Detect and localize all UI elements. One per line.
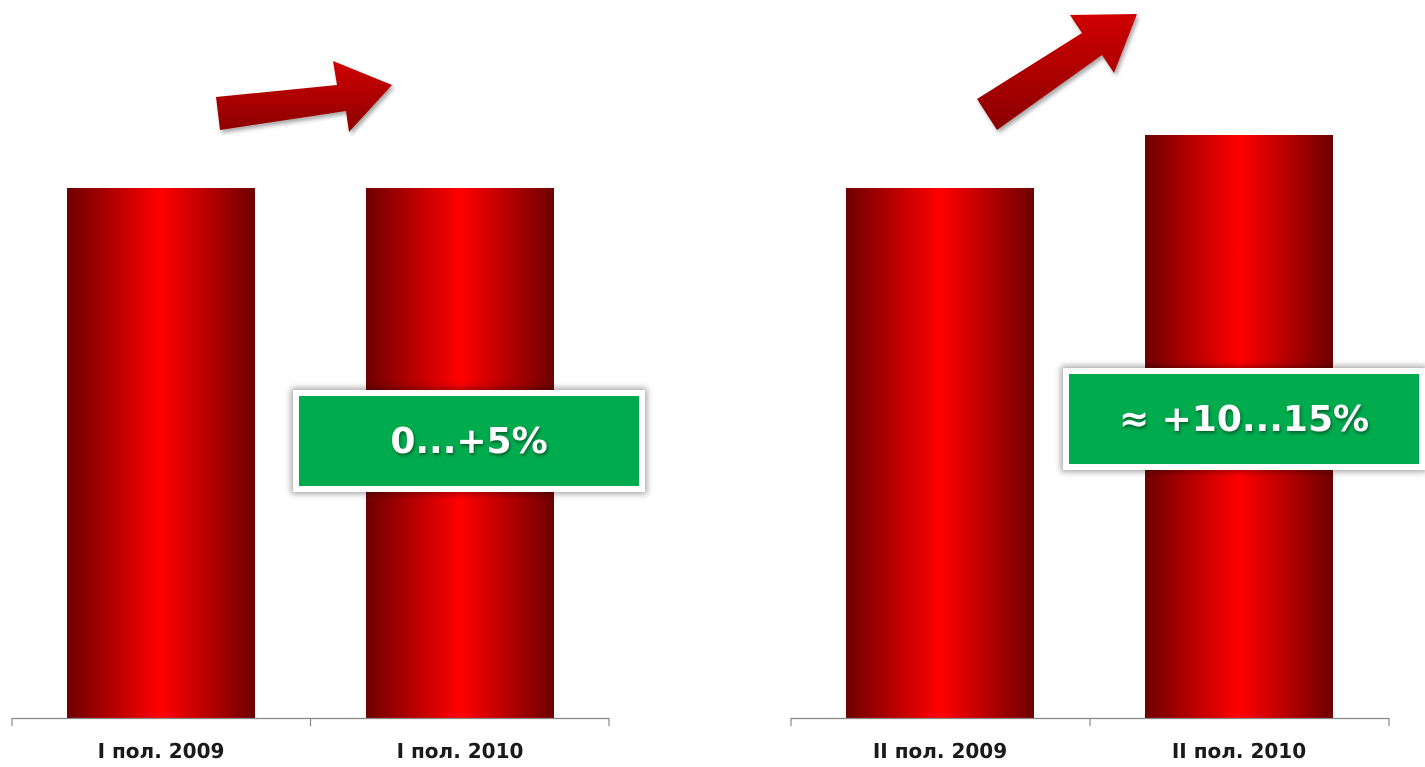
x-tick-label: I пол. 2009 xyxy=(98,739,225,763)
growth-callout-first-half: 0...+5% xyxy=(293,390,645,492)
bar-1 xyxy=(67,188,255,718)
bar-1 xyxy=(846,188,1034,718)
trend-arrow-icon xyxy=(216,61,392,132)
x-tick-label: II пол. 2009 xyxy=(873,739,1007,763)
trend-arrow-icon xyxy=(977,14,1137,130)
x-tick-label: I пол. 2010 xyxy=(397,739,524,763)
growth-callout-second-half: ≈ +10...15% xyxy=(1063,368,1425,470)
chart-first-half: I пол. 2009 I пол. 2010 xyxy=(11,61,610,763)
x-tick-label: II пол. 2010 xyxy=(1172,739,1306,763)
